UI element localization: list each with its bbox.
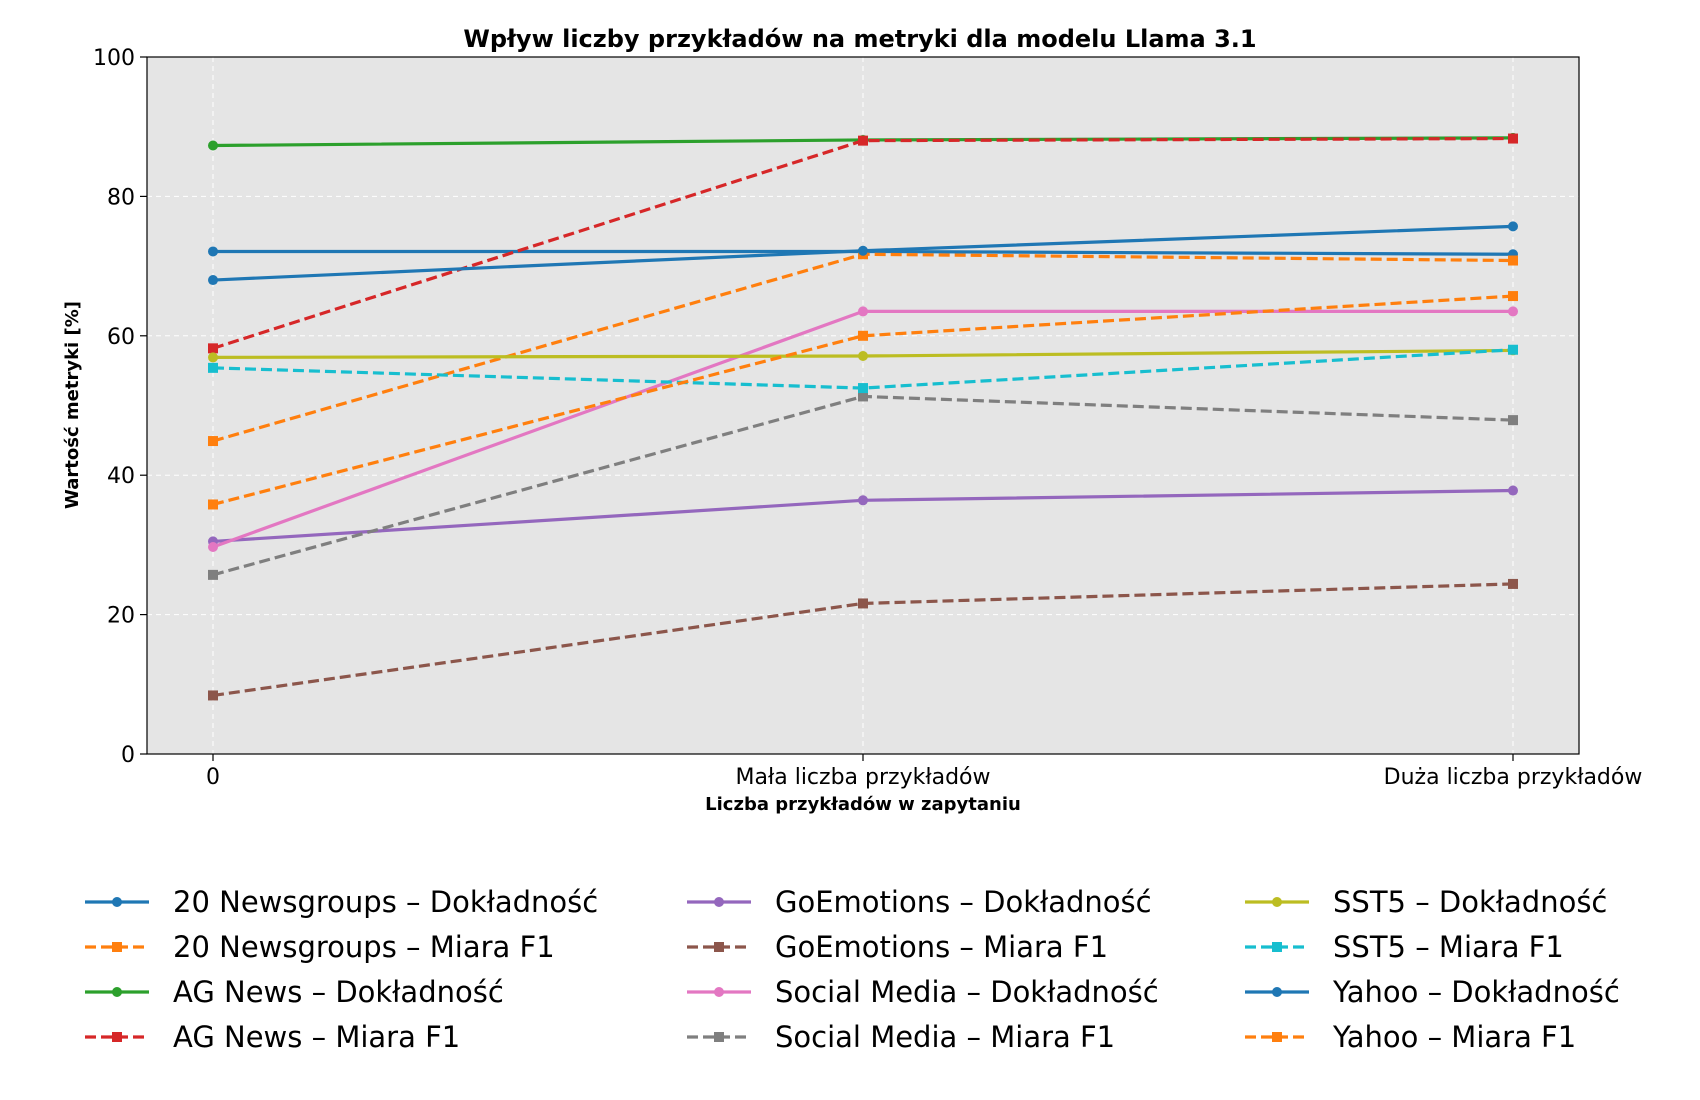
legend-item: AG News – Miara F1 (85, 1020, 460, 1054)
data-point (858, 495, 868, 506)
data-point (208, 436, 218, 447)
legend-item: Social Media – Dokładność (687, 975, 1159, 1009)
y-axis-label: Wartość metryki [%] (62, 301, 83, 509)
y-tick-label: 60 (107, 325, 135, 350)
data-point (208, 569, 218, 580)
data-point (1508, 133, 1518, 144)
x-tick-label: Duża liczba przykładów (1384, 765, 1643, 790)
data-point (208, 499, 218, 510)
legend: 20 Newsgroups – Dokładność 20 Newsgroups … (85, 885, 1620, 1054)
data-point (1508, 221, 1518, 232)
data-point (1508, 306, 1518, 317)
legend-item: Yahoo – Miara F1 (1245, 1020, 1576, 1054)
series (208, 221, 1518, 286)
legend-label: SST5 – Dokładność (1333, 885, 1607, 919)
legend-label: Social Media – Dokładność (775, 975, 1159, 1009)
legend-item: Yahoo – Dokładność (1245, 975, 1620, 1009)
legend-label: Yahoo – Dokładność (1332, 975, 1620, 1009)
data-point (858, 330, 868, 341)
data-point (858, 351, 868, 362)
data-point (208, 362, 218, 373)
legend-swatch-marker (1272, 942, 1282, 952)
y-axis: 0 20 40 60 80 100 (93, 46, 147, 768)
x-axis-label: Liczba przykładów w zapytaniu (705, 794, 1021, 815)
data-point (858, 383, 868, 394)
legend-item: SST5 – Miara F1 (1245, 930, 1564, 964)
legend-swatch-marker (112, 1032, 122, 1042)
series-layer (208, 132, 1518, 701)
data-point (858, 598, 868, 609)
legend-label: GoEmotions – Dokładność (775, 885, 1152, 919)
y-tick-label: 100 (93, 46, 135, 71)
data-point (858, 245, 868, 256)
legend-swatch-marker (714, 942, 724, 952)
legend-swatch-marker (714, 897, 724, 907)
y-tick-label: 0 (121, 743, 135, 768)
legend-swatch-marker (112, 897, 122, 907)
data-point (1508, 291, 1518, 302)
y-tick-label: 40 (107, 464, 135, 489)
legend-swatch-marker (1272, 987, 1282, 997)
legend-item: Social Media – Miara F1 (687, 1020, 1115, 1054)
x-tick-label: Mała liczba przykładów (736, 765, 991, 790)
legend-label: AG News – Dokładność (173, 975, 504, 1009)
data-point (208, 246, 218, 257)
series (208, 133, 1518, 354)
legend-swatch-marker (112, 942, 122, 952)
legend-label: 20 Newsgroups – Miara F1 (173, 930, 555, 964)
legend-label: GoEmotions – Miara F1 (775, 930, 1108, 964)
data-point (208, 352, 218, 363)
plot-area (147, 57, 1579, 754)
legend-item: GoEmotions – Dokładność (687, 885, 1152, 919)
chart-title: Wpływ liczby przykładów na metryki dla m… (463, 25, 1256, 53)
data-point (208, 690, 218, 701)
x-tick-label: 0 (206, 765, 220, 790)
legend-swatch-marker (714, 987, 724, 997)
legend-label: Social Media – Miara F1 (775, 1020, 1115, 1054)
legend-item: AG News – Dokładność (85, 975, 504, 1009)
data-point (1508, 255, 1518, 266)
series (208, 291, 1518, 510)
data-point (858, 391, 868, 402)
legend-label: AG News – Miara F1 (173, 1020, 460, 1054)
data-point (208, 140, 218, 151)
data-point (208, 343, 218, 354)
y-tick-label: 20 (107, 604, 135, 629)
data-point (208, 275, 218, 286)
legend-item: GoEmotions – Miara F1 (687, 930, 1108, 964)
data-point (1508, 578, 1518, 589)
series (208, 306, 1518, 552)
legend-swatch-marker (1272, 897, 1282, 907)
legend-swatch-marker (1272, 1032, 1282, 1042)
series (208, 391, 1518, 580)
legend-swatch-marker (714, 1032, 724, 1042)
legend-label: SST5 – Miara F1 (1333, 930, 1564, 964)
data-point (1508, 344, 1518, 355)
legend-label: 20 Newsgroups – Dokładność (173, 885, 598, 919)
x-axis: 0 Mała liczba przykładów Duża liczba przyk… (206, 754, 1642, 790)
series-line (212, 294, 1514, 507)
series (208, 344, 1518, 394)
data-point (1508, 485, 1518, 496)
series (208, 578, 1518, 701)
legend-item: 20 Newsgroups – Miara F1 (85, 930, 555, 964)
legend-item: SST5 – Dokładność (1245, 885, 1607, 919)
legend-item: 20 Newsgroups – Dokładność (85, 885, 598, 919)
data-point (1508, 415, 1518, 426)
legend-label: Yahoo – Miara F1 (1332, 1020, 1576, 1054)
legend-swatch-marker (112, 987, 122, 997)
y-tick-label: 80 (107, 185, 135, 210)
data-point (858, 306, 868, 317)
data-point (858, 135, 868, 146)
data-point (208, 541, 218, 552)
